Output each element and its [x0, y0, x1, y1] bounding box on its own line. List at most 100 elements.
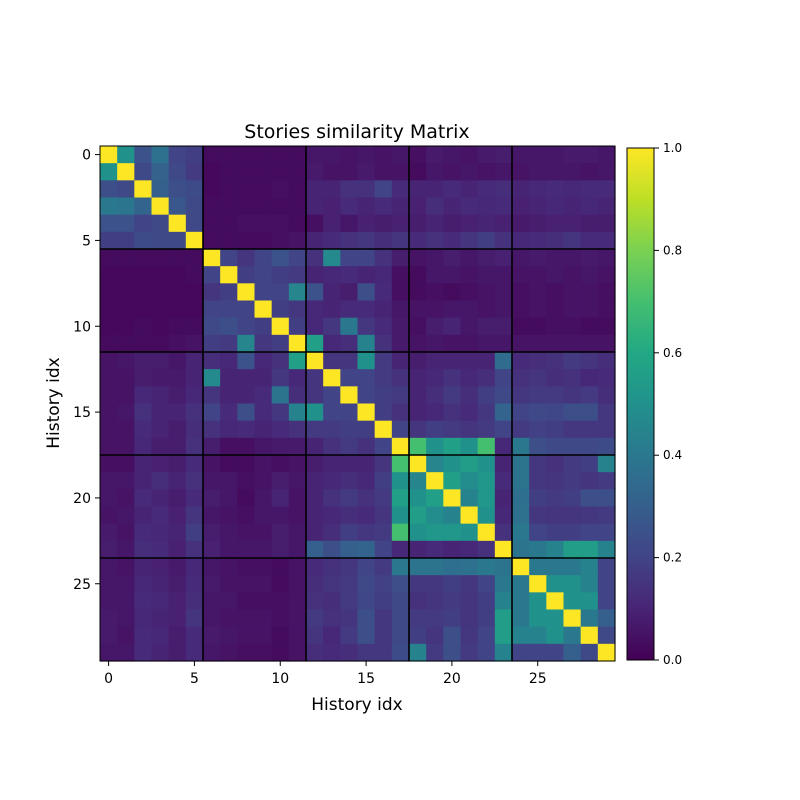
heatmap-cell	[409, 197, 427, 216]
heatmap-cell	[100, 455, 118, 473]
heatmap-cell	[443, 231, 462, 250]
heatmap-cell	[323, 317, 341, 336]
heatmap-cell	[494, 352, 513, 370]
heatmap-cell	[340, 266, 359, 284]
heatmap-cell	[117, 283, 135, 302]
heatmap-cell	[203, 523, 221, 542]
heatmap-cell	[151, 575, 170, 593]
heatmap-cell	[477, 249, 496, 267]
heatmap-cell	[494, 317, 513, 336]
heatmap-cell	[323, 334, 341, 353]
heatmap-cell	[306, 489, 324, 508]
heatmap-cell	[117, 489, 135, 508]
heatmap-cell	[460, 317, 479, 336]
heatmap-cell	[460, 163, 479, 181]
heatmap-cell	[271, 489, 290, 508]
heatmap-cell	[477, 540, 496, 559]
heatmap-cell	[529, 558, 547, 576]
heatmap-cell	[185, 266, 204, 284]
heatmap-cell	[580, 352, 599, 370]
heatmap-cell	[546, 626, 565, 645]
heatmap-cell	[580, 506, 599, 525]
chart-title: Stories similarity Matrix	[244, 121, 469, 143]
heatmap-cell	[477, 403, 496, 422]
heatmap-cell	[288, 420, 307, 439]
heatmap-cell	[374, 317, 393, 336]
heatmap-cell	[237, 386, 256, 405]
heatmap-cell	[512, 214, 530, 233]
heatmap-cell	[151, 146, 170, 164]
heatmap-cell	[100, 283, 118, 302]
heatmap-cell	[306, 540, 324, 559]
heatmap-cell	[323, 626, 341, 645]
heatmap-cell	[134, 300, 153, 319]
heatmap-cell	[288, 249, 307, 267]
heatmap-cell	[529, 146, 547, 164]
heatmap-cell	[580, 283, 599, 302]
heatmap-cell	[357, 626, 376, 645]
heatmap-cell	[288, 180, 307, 199]
heatmap-cell	[237, 420, 256, 439]
heatmap-cell	[374, 643, 393, 662]
heatmap-cell	[512, 558, 530, 576]
heatmap-cell	[443, 540, 462, 559]
heatmap-cell	[460, 369, 479, 387]
heatmap-cell	[460, 352, 479, 370]
heatmap-cell	[580, 489, 599, 508]
heatmap-cell	[220, 472, 238, 490]
heatmap-cell	[185, 231, 204, 250]
heatmap-cell	[117, 249, 135, 267]
heatmap-cell	[597, 334, 616, 353]
heatmap-cell	[185, 643, 204, 662]
heatmap-cell	[340, 506, 359, 525]
heatmap-cell	[185, 300, 204, 319]
heatmap-cell	[546, 352, 565, 370]
heatmap-cell	[409, 146, 427, 164]
heatmap-cell	[100, 231, 118, 250]
heatmap-cell	[529, 180, 547, 199]
heatmap-cell	[134, 558, 153, 576]
heatmap-cell	[151, 283, 170, 302]
heatmap-cell	[288, 592, 307, 611]
heatmap-cell	[151, 214, 170, 233]
heatmap-cell	[477, 231, 496, 250]
heatmap-cell	[306, 352, 324, 370]
heatmap-cell	[117, 575, 135, 593]
heatmap-cell	[151, 163, 170, 181]
heatmap-cell	[580, 437, 599, 456]
heatmap-cell	[529, 403, 547, 422]
heatmap-cell	[203, 506, 221, 525]
heatmap-cell	[323, 146, 341, 164]
heatmap-cell	[512, 386, 530, 405]
heatmap-cell	[563, 334, 582, 353]
heatmap-cell	[460, 540, 479, 559]
heatmap-cell	[271, 317, 290, 336]
heatmap-cell	[563, 352, 582, 370]
heatmap-cell	[151, 403, 170, 422]
heatmap-cell	[512, 266, 530, 284]
heatmap-cell	[391, 437, 410, 456]
heatmap-cell	[168, 592, 187, 611]
heatmap-cell	[460, 180, 479, 199]
heatmap-cell	[409, 472, 427, 490]
heatmap-cell	[391, 369, 410, 387]
heatmap-cell	[546, 540, 565, 559]
heatmap-cell	[203, 334, 221, 353]
heatmap-cell	[494, 214, 513, 233]
heatmap-cell	[220, 317, 238, 336]
heatmap-cell	[563, 403, 582, 422]
heatmap-cell	[374, 197, 393, 216]
heatmap-cell	[580, 523, 599, 542]
heatmap-cell	[391, 523, 410, 542]
heatmap-cell	[220, 609, 238, 628]
heatmap-cell	[340, 214, 359, 233]
heatmap-cell	[185, 386, 204, 405]
heatmap-cell	[546, 180, 565, 199]
heatmap-cell	[168, 266, 187, 284]
heatmap-cell	[117, 403, 135, 422]
heatmap-cell	[151, 266, 170, 284]
heatmap-cell	[580, 369, 599, 387]
heatmap-cell	[220, 197, 238, 216]
heatmap-cell	[357, 472, 376, 490]
heatmap-cell	[391, 386, 410, 405]
